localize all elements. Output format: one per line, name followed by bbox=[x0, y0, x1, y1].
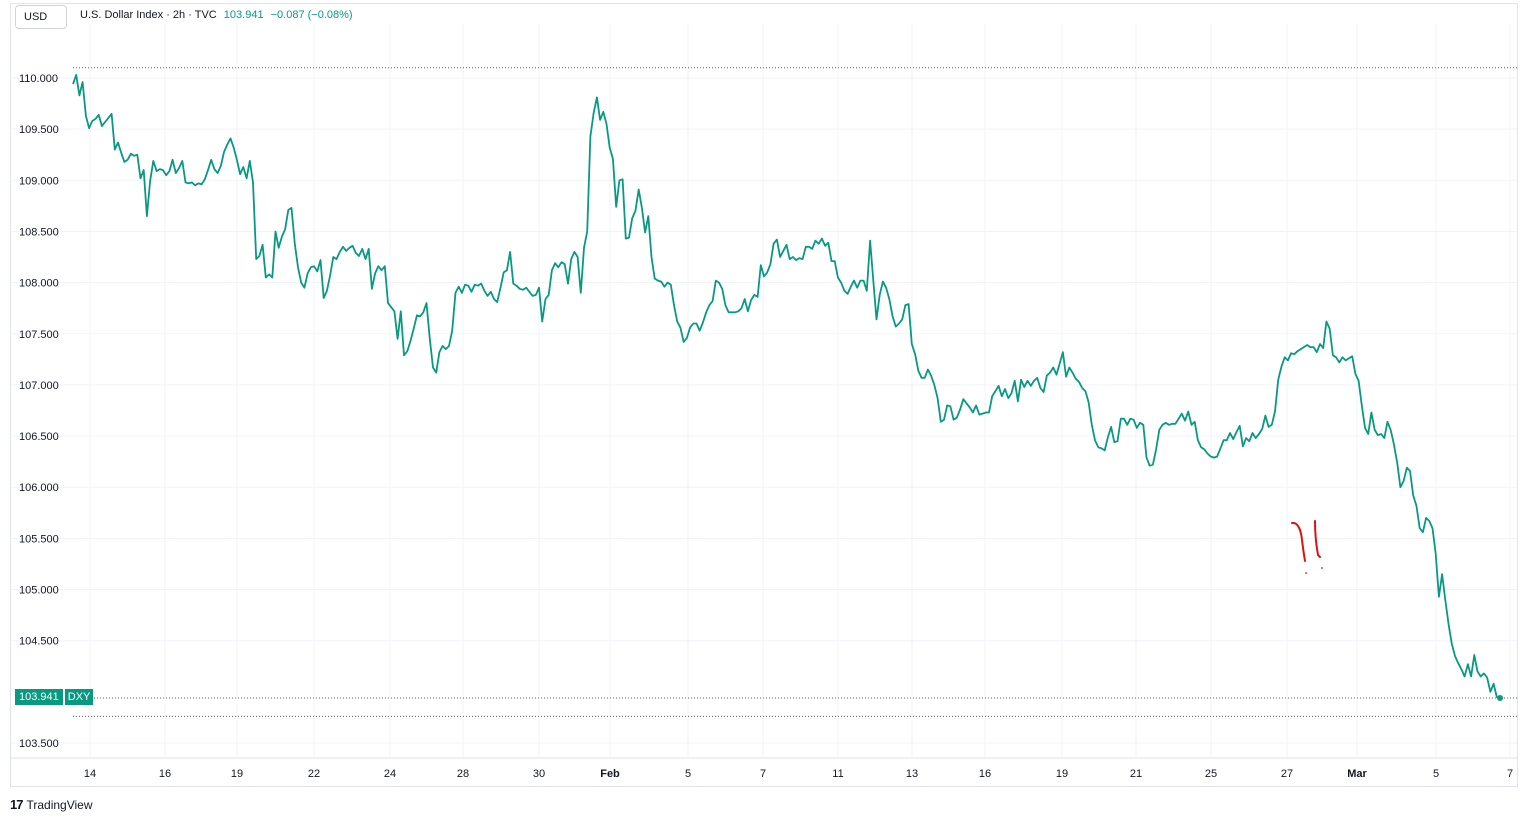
x-axis[interactable]: 14 16 19 22 24 28 30 Feb 5 7 11 13 16 19 21 25 27 Mar 5 7 bbox=[11, 757, 1517, 780]
x-tick-label: 5 bbox=[685, 768, 691, 780]
y-axis[interactable]: 110.000 109.500 109.000 108.500 108.000 107.5… bbox=[19, 73, 59, 750]
y-tick-label: 107.500 bbox=[19, 329, 59, 341]
x-tick-label: 25 bbox=[1205, 768, 1217, 780]
x-tick-label: 27 bbox=[1281, 768, 1293, 780]
annotation-stroke bbox=[1314, 520, 1321, 558]
price-badge: 103.941 DXY bbox=[15, 689, 94, 705]
x-tick-label: 7 bbox=[760, 768, 766, 780]
x-tick-label: 16 bbox=[159, 768, 171, 780]
x-tick-label: Feb bbox=[600, 768, 620, 780]
y-tick-label: 105.000 bbox=[19, 585, 59, 597]
annotation-stroke bbox=[1291, 521, 1306, 562]
y-tick-label: 108.000 bbox=[19, 278, 59, 290]
freehand-annotation[interactable] bbox=[1291, 520, 1323, 574]
x-tick-label: 7 bbox=[1507, 768, 1513, 780]
last-price: 103.941 bbox=[223, 9, 264, 21]
x-tick-label: 21 bbox=[1130, 768, 1142, 780]
x-tick-label: 24 bbox=[384, 768, 396, 780]
price-change: −0.087 (−0.08%) bbox=[270, 9, 353, 21]
y-tick-label: 108.500 bbox=[19, 226, 59, 238]
x-tick-label: Mar bbox=[1347, 768, 1367, 780]
tradingview-brand[interactable]: 17 TradingView bbox=[10, 797, 93, 812]
tradingview-logo-icon: 17 bbox=[10, 797, 24, 812]
x-tick-label: 13 bbox=[906, 768, 918, 780]
x-tick-label: 22 bbox=[308, 768, 320, 780]
x-tick-label: 30 bbox=[533, 768, 545, 780]
annotation-dot bbox=[1321, 567, 1323, 569]
x-tick-label: 28 bbox=[457, 768, 469, 780]
grid-lines bbox=[11, 24, 1517, 758]
x-tick-label: 14 bbox=[84, 768, 96, 780]
price-badge-symbol: DXY bbox=[64, 689, 94, 705]
y-tick-label: 106.000 bbox=[19, 482, 59, 494]
y-tick-label: 110.000 bbox=[19, 73, 58, 85]
chart-frame bbox=[10, 3, 1518, 787]
reference-lines bbox=[73, 67, 1517, 717]
symbol-name: U.S. Dollar Index · 2h · TVC bbox=[80, 9, 217, 21]
x-tick-label: 5 bbox=[1433, 768, 1439, 780]
y-tick-label: 103.500 bbox=[19, 738, 59, 750]
y-tick-label: 109.500 bbox=[19, 124, 59, 136]
brand-name: TradingView bbox=[26, 797, 93, 812]
currency-button[interactable]: USD bbox=[15, 5, 67, 29]
x-tick-label: 19 bbox=[1056, 768, 1068, 780]
y-tick-label: 105.500 bbox=[19, 533, 59, 545]
y-tick-label: 109.000 bbox=[19, 175, 59, 187]
y-tick-label: 104.500 bbox=[19, 636, 59, 648]
x-tick-label: 16 bbox=[979, 768, 991, 780]
annotation-dot bbox=[1305, 572, 1307, 574]
x-tick-label: 19 bbox=[231, 768, 243, 780]
symbol-legend[interactable]: U.S. Dollar Index · 2h · TVC 103.941 −0.… bbox=[80, 9, 353, 21]
price-line bbox=[72, 74, 1501, 699]
x-tick-label: 11 bbox=[832, 768, 843, 780]
price-badge-value: 103.941 bbox=[15, 689, 63, 705]
last-price-dot bbox=[1497, 694, 1503, 701]
y-tick-label: 106.500 bbox=[19, 431, 59, 443]
y-tick-label: 107.000 bbox=[19, 380, 59, 392]
